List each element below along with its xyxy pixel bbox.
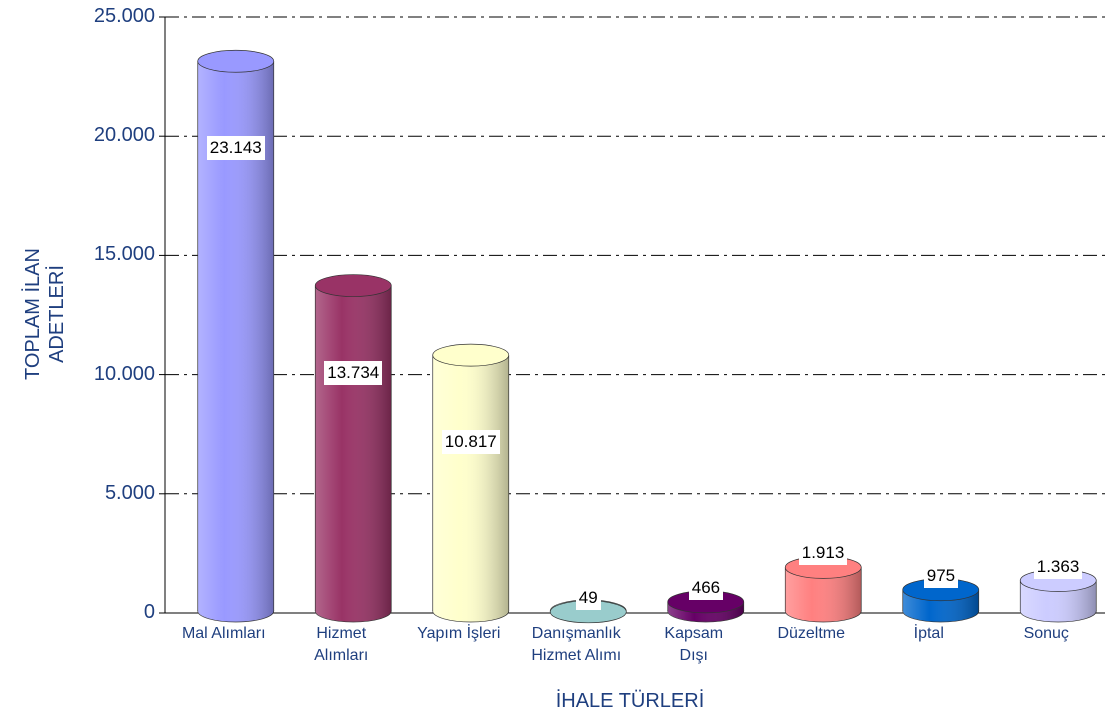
x-tick-label: Mal Alımları	[181, 625, 266, 642]
data-label: 466	[688, 575, 724, 600]
data-label: 49	[575, 585, 601, 610]
y-tick-label: 15.000	[93, 243, 155, 266]
x-tick-label: Sonuç	[1023, 625, 1069, 642]
y-tick-label: 10.000	[93, 362, 155, 385]
data-label: 1.363	[1033, 554, 1083, 579]
x-tick-label: İptal	[913, 625, 944, 642]
data-label: 23.143	[206, 136, 265, 161]
cylinder	[784, 556, 862, 623]
cylinder	[314, 274, 392, 623]
x-tick-label: Danışmanlık Hizmet Alımı	[531, 625, 622, 664]
y-tick-label: 25.000	[93, 5, 155, 27]
x-axis-title: İHALE TÜRLERİ	[555, 690, 705, 712]
cylinder	[432, 343, 510, 623]
x-tick-label: Yapım İşleri	[417, 625, 501, 642]
data-label: 975	[923, 563, 959, 588]
data-label: 10.817	[441, 430, 500, 455]
y-tick-label: 0	[143, 601, 155, 623]
data-label: 13.734	[324, 360, 383, 385]
x-tick-label: Hizmet Alımları	[314, 625, 369, 664]
y-tick-label: 20.000	[93, 124, 155, 147]
cylinder-top	[432, 343, 510, 367]
data-label: 1.913	[798, 541, 848, 566]
cylinder-top	[197, 49, 275, 73]
bar-shade	[432, 355, 509, 611]
cylinder	[902, 578, 980, 623]
bar-shade	[315, 285, 392, 611]
cylinder-top	[314, 274, 392, 297]
x-tick-label: Kapsam Dışı	[664, 625, 724, 664]
x-tick-label: Düzeltme	[777, 625, 846, 642]
cylinder	[667, 590, 745, 623]
y-tick-label: 5.000	[104, 481, 155, 504]
